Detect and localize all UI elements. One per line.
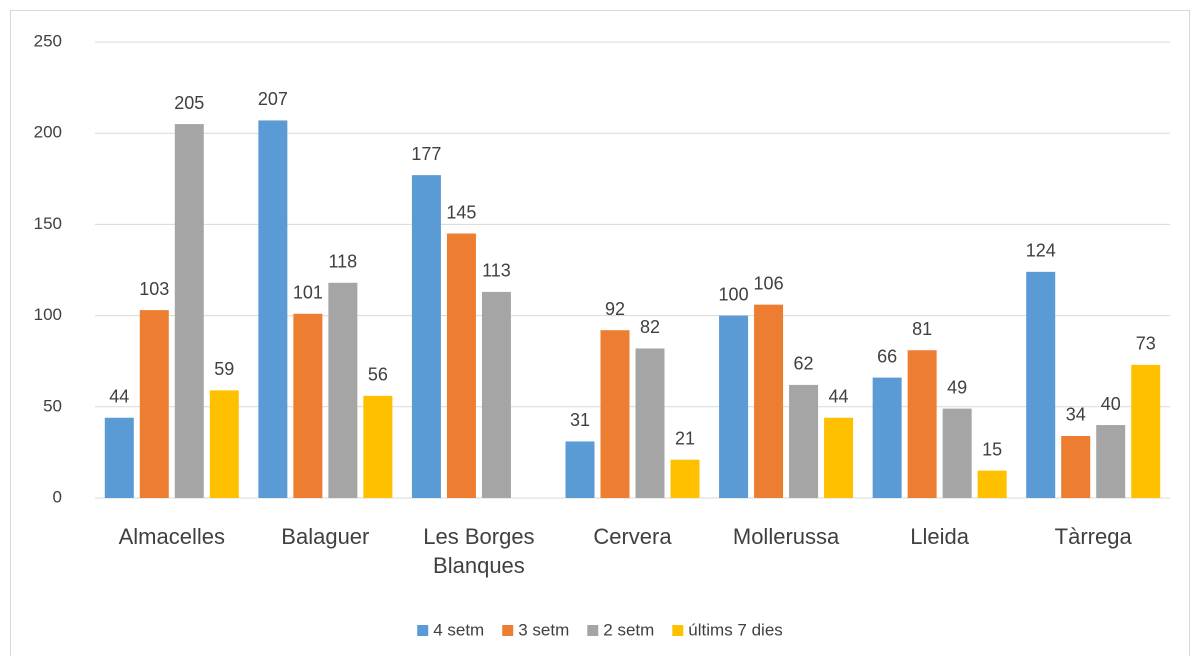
y-tick-label: 150: [34, 214, 62, 233]
data-label: 31: [570, 410, 590, 430]
data-label: 81: [912, 319, 932, 339]
bar: [942, 408, 972, 498]
data-label: 106: [754, 273, 784, 293]
data-label: 40: [1101, 394, 1121, 414]
x-tick-label: Les Borges Blanques: [423, 524, 535, 578]
data-label: 73: [1136, 334, 1156, 354]
bar: [600, 330, 630, 498]
data-label: 44: [829, 386, 849, 406]
legend-label: últims 7 dies: [688, 620, 782, 639]
bar: [872, 377, 902, 498]
bar: [328, 282, 358, 498]
x-tick-label: Cervera: [593, 524, 672, 549]
data-label: 62: [794, 354, 814, 374]
data-label: 145: [446, 202, 476, 222]
y-tick-label: 0: [53, 487, 62, 506]
bar: [670, 459, 700, 498]
bar: [446, 233, 476, 498]
chart-frame: [10, 10, 1190, 656]
bar: [411, 175, 441, 499]
bar: [1061, 435, 1091, 498]
bar: [977, 470, 1007, 498]
bar: [258, 120, 288, 498]
bar: [907, 350, 937, 498]
bar: [565, 441, 595, 498]
data-label: 15: [982, 439, 1002, 459]
data-label: 92: [605, 299, 625, 319]
bar: [363, 395, 393, 498]
data-label: 82: [640, 317, 660, 337]
data-label: 44: [109, 386, 129, 406]
legend-swatch: [587, 625, 599, 636]
bar: [1026, 271, 1056, 498]
bar: [139, 310, 169, 498]
bar: [789, 384, 819, 498]
data-label: 66: [877, 346, 897, 366]
data-label: 118: [329, 252, 358, 272]
data-label: 49: [947, 377, 967, 397]
y-tick-label: 50: [43, 396, 62, 415]
bar: [1131, 364, 1161, 498]
bar: [174, 124, 204, 498]
x-tick-label: Lleida: [910, 524, 969, 549]
y-tick-label: 250: [34, 31, 62, 50]
x-tick-label: Balaguer: [281, 524, 370, 549]
data-label: 207: [258, 89, 288, 109]
y-tick-label: 100: [34, 305, 62, 324]
bar: [293, 313, 323, 498]
x-tick-label: Tàrrega: [1054, 524, 1132, 549]
legend-label: 4 setm: [433, 620, 484, 639]
data-label: 101: [293, 283, 323, 303]
bar: [1096, 425, 1126, 498]
y-tick-label: 200: [34, 123, 62, 142]
x-tick-label: Mollerussa: [732, 524, 840, 549]
legend-label: 2 setm: [603, 620, 654, 639]
data-label: 34: [1066, 405, 1086, 425]
bar: [481, 291, 511, 498]
data-label: 56: [368, 365, 388, 385]
data-label: 103: [139, 279, 169, 299]
data-label: 177: [411, 144, 441, 164]
data-label: 124: [1026, 241, 1056, 261]
legend-swatch: [672, 625, 684, 636]
legend-swatch: [502, 625, 514, 636]
data-label: 113: [482, 261, 511, 281]
data-label: 21: [675, 428, 695, 448]
data-label: 205: [174, 93, 204, 113]
legend-label: 3 setm: [518, 620, 569, 639]
legend-swatch: [417, 625, 429, 636]
bar: [824, 417, 854, 498]
bar: [754, 304, 784, 498]
data-label: 100: [719, 284, 749, 304]
data-label: 59: [214, 359, 234, 379]
x-tick-label: Almacelles: [118, 524, 225, 549]
bar: [209, 390, 239, 498]
bar: [104, 417, 134, 498]
bar: [719, 315, 749, 498]
bar: [635, 348, 665, 498]
